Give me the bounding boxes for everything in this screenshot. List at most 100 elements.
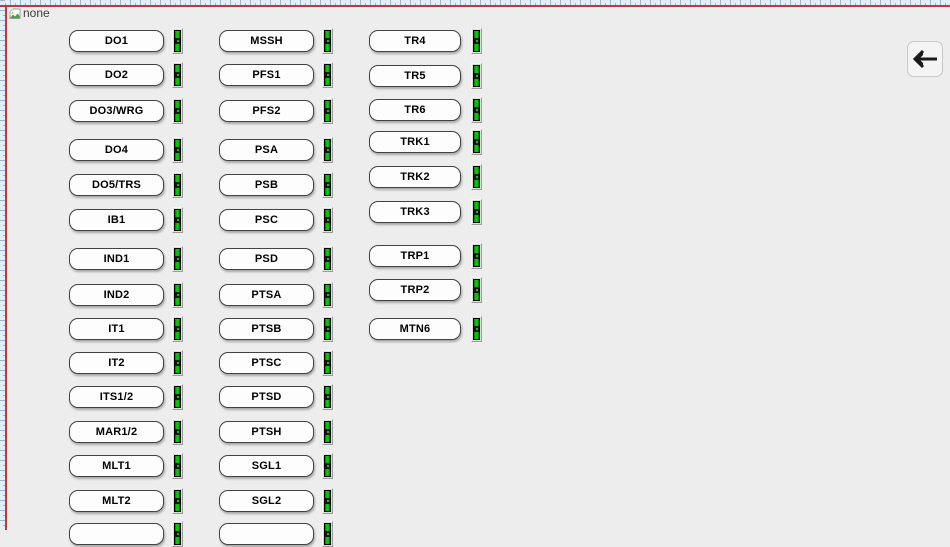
device-button-do2[interactable]: DO2 [69,64,164,86]
back-button[interactable] [907,41,943,77]
toggle-track-green [473,131,480,153]
device-button-mlt1[interactable]: MLT1 [69,455,164,477]
status-toggle-psb[interactable] [322,172,333,198]
status-toggle-trk1[interactable] [471,129,482,155]
device-button-partial-1[interactable] [69,523,164,545]
toggle-track-green [473,318,480,340]
device-button-ptsa[interactable]: PTSA [219,284,314,306]
status-toggle-mssh[interactable] [322,28,333,54]
status-toggle-do2[interactable] [172,62,183,88]
status-toggle-its1-2[interactable] [172,384,183,410]
status-toggle-it1[interactable] [172,316,183,342]
device-button-label: ITS1/2 [99,391,134,403]
status-toggle-mar1-2[interactable] [172,419,183,445]
device-button-trp2[interactable]: TRP2 [369,279,461,301]
device-button-ptsh[interactable]: PTSH [219,421,314,443]
device-button-label: TRK3 [400,206,430,218]
device-button-ptsc[interactable]: PTSC [219,352,314,374]
status-toggle-ptsd[interactable] [322,384,333,410]
device-button-mar1-2[interactable]: MAR1/2 [69,421,164,443]
status-toggle-tr4[interactable] [471,28,482,54]
device-button-trp1[interactable]: TRP1 [369,245,461,267]
toggle-thumb [175,72,180,78]
device-button-do4[interactable]: DO4 [69,139,164,161]
device-button-its1-2[interactable]: ITS1/2 [69,386,164,408]
status-toggle-ptsb[interactable] [322,316,333,342]
status-toggle-tr5[interactable] [471,63,482,89]
toggle-thumb [325,72,330,78]
device-button-sgl1[interactable]: SGL1 [219,455,314,477]
status-toggle-sgl1[interactable] [322,453,333,479]
device-button-tr4[interactable]: TR4 [369,30,461,52]
device-button-pfs1[interactable]: PFS1 [219,64,314,86]
toggle-track-green [473,99,480,121]
device-button-ind2[interactable]: IND2 [69,284,164,306]
status-toggle-trp2[interactable] [471,277,482,303]
device-button-do3-wrg[interactable]: DO3/WRG [69,100,164,122]
status-toggle-ib1[interactable] [172,207,183,233]
device-button-partial-2[interactable] [219,523,314,545]
status-toggle-mlt2[interactable] [172,488,183,514]
toggle-thumb [474,326,479,332]
device-button-tr5[interactable]: TR5 [369,65,461,87]
status-toggle-trk3[interactable] [471,199,482,225]
toggle-track-green [174,139,181,161]
device-button-label: IT1 [108,323,125,335]
device-button-trk3[interactable]: TRK3 [369,201,461,223]
device-button-label: IND1 [103,253,130,265]
status-toggle-psa[interactable] [322,137,333,163]
device-button-tr6[interactable]: TR6 [369,99,461,121]
status-toggle-trp1[interactable] [471,243,482,269]
device-button-it1[interactable]: IT1 [69,318,164,340]
device-button-label: TRK1 [400,136,430,148]
device-button-ib1[interactable]: IB1 [69,209,164,231]
device-button-do5-trs[interactable]: DO5/TRS [69,174,164,196]
status-toggle-ind2[interactable] [172,282,183,308]
toggle-thumb [325,463,330,469]
device-button-psb[interactable]: PSB [219,174,314,196]
status-toggle-psc[interactable] [322,207,333,233]
status-toggle-tr6[interactable] [471,97,482,123]
toggle-thumb [175,182,180,188]
status-toggle-mtn6[interactable] [471,316,482,342]
status-toggle-sgl2[interactable] [322,488,333,514]
status-toggle-ptsc[interactable] [322,350,333,376]
device-button-mlt2[interactable]: MLT2 [69,490,164,512]
status-toggle-mlt1[interactable] [172,453,183,479]
device-button-pfs2[interactable]: PFS2 [219,100,314,122]
status-toggle-trk2[interactable] [471,164,482,190]
status-toggle-do5-trs[interactable] [172,172,183,198]
device-button-psd[interactable]: PSD [219,248,314,270]
device-button-sgl2[interactable]: SGL2 [219,490,314,512]
device-button-trk2[interactable]: TRK2 [369,166,461,188]
device-button-mtn6[interactable]: MTN6 [369,318,461,340]
status-toggle-do4[interactable] [172,137,183,163]
status-toggle-pfs1[interactable] [322,62,333,88]
status-toggle-ptsh[interactable] [322,419,333,445]
status-toggle-it2[interactable] [172,350,183,376]
toggle-thumb [325,256,330,262]
status-toggle-partial-1[interactable] [172,521,183,547]
device-button-label: TRP1 [400,250,430,262]
device-button-it2[interactable]: IT2 [69,352,164,374]
device-button-mssh[interactable]: MSSH [219,30,314,52]
device-button-psc[interactable]: PSC [219,209,314,231]
device-button-trk1[interactable]: TRK1 [369,131,461,153]
status-toggle-do1[interactable] [172,28,183,54]
device-button-ind1[interactable]: IND1 [69,248,164,270]
toggle-track-green [324,523,331,545]
status-toggle-psd[interactable] [322,246,333,272]
device-button-ptsd[interactable]: PTSD [219,386,314,408]
status-toggle-pfs2[interactable] [322,98,333,124]
status-toggle-do3-wrg[interactable] [172,98,183,124]
status-toggle-ptsa[interactable] [322,282,333,308]
device-button-ptsb[interactable]: PTSB [219,318,314,340]
device-button-psa[interactable]: PSA [219,139,314,161]
toggle-track-green [174,174,181,196]
toggle-thumb [325,38,330,44]
status-toggle-partial-2[interactable] [322,521,333,547]
device-button-do1[interactable]: DO1 [69,30,164,52]
status-toggle-ind1[interactable] [172,246,183,272]
toggle-track-green [174,455,181,477]
device-button-label: IND2 [103,289,130,301]
